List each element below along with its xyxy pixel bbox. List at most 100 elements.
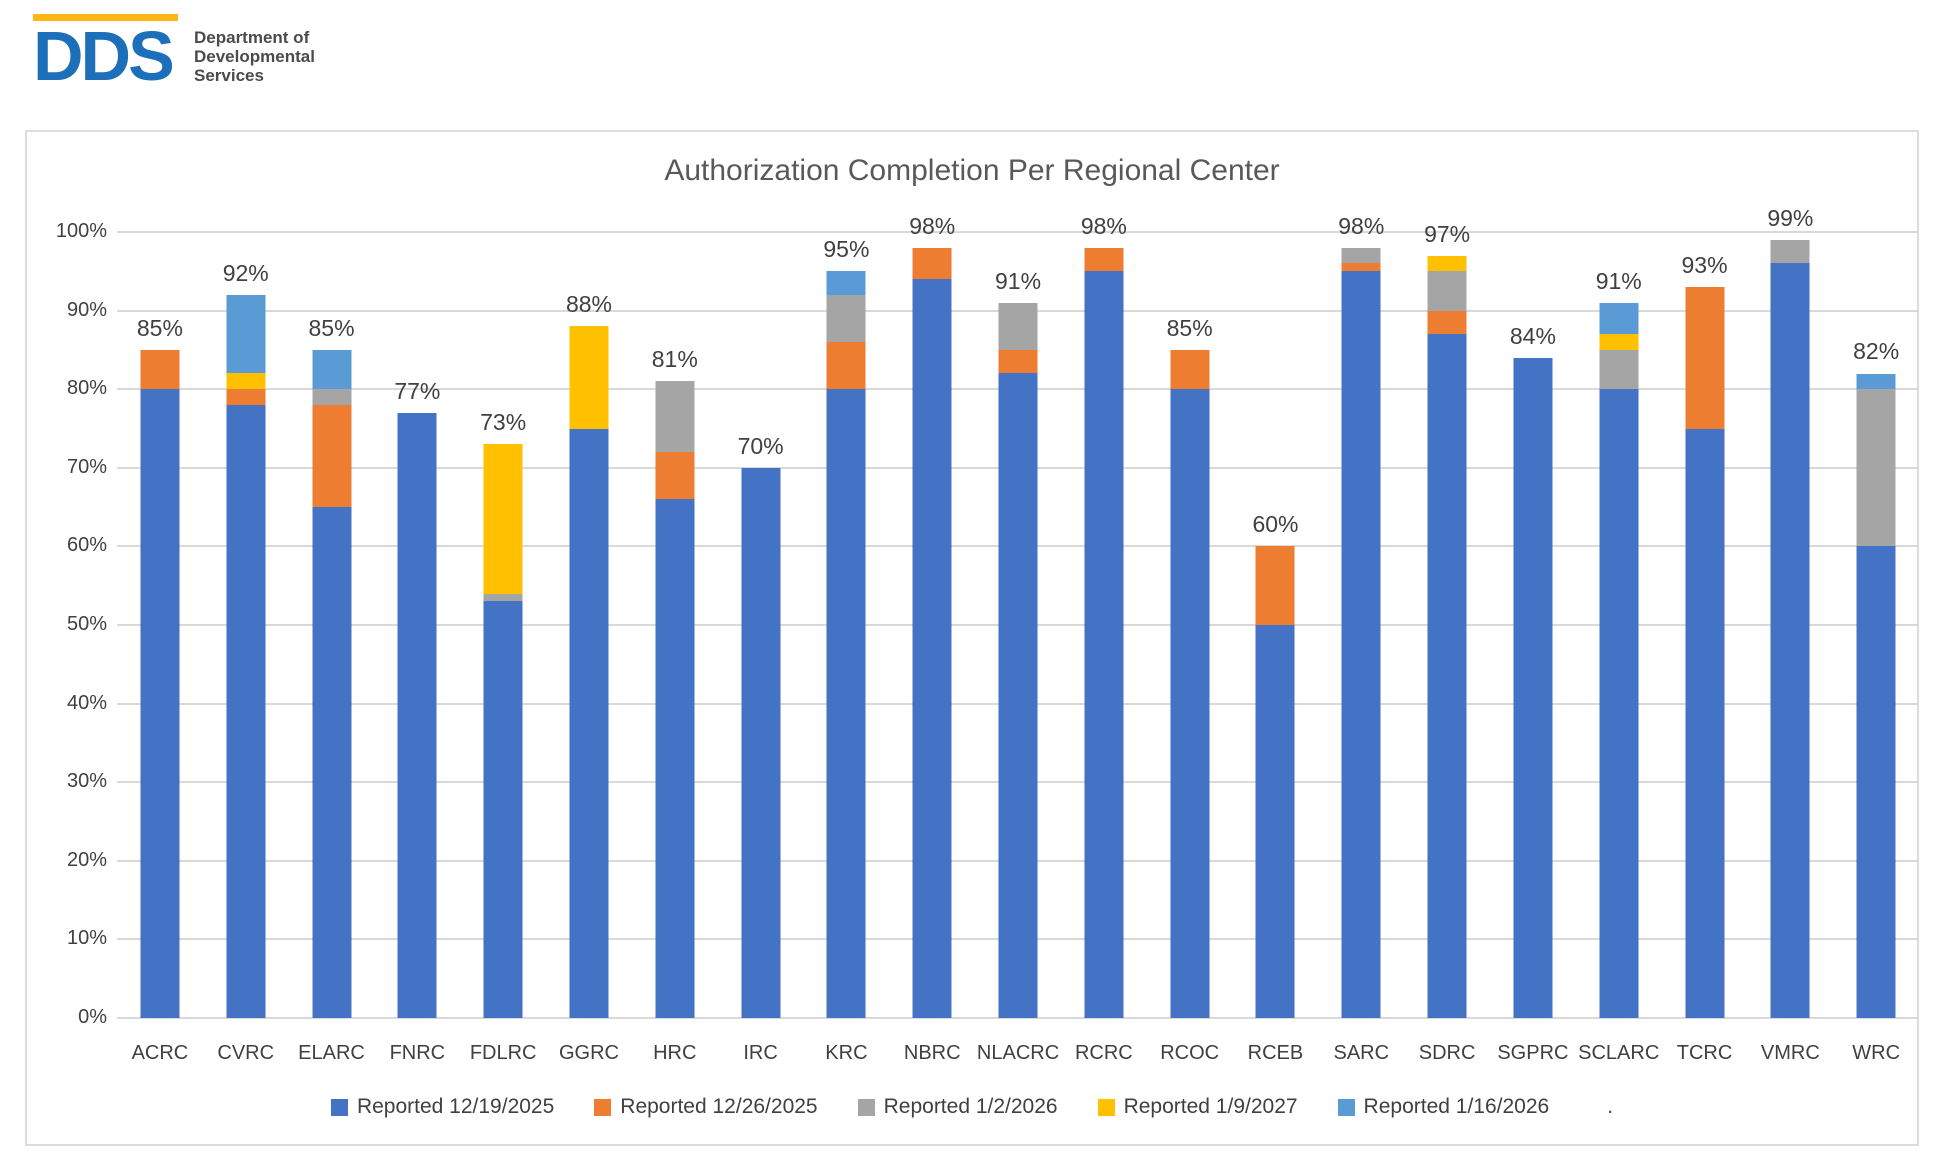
bar-total-label: 92% (222, 259, 269, 286)
x-axis-label: NLACRC (976, 1042, 1060, 1064)
x-axis-labels: ACRC CVRC ELARC FNRC FDLRC GGRC HRC IRC KRC NBRC N… (117, 1042, 1919, 1065)
bar-column-irc: 70% (718, 232, 804, 1018)
bars: 85% 92% 85% 77% 73% 88% 81% 70% 95% 98% 91% 98% 85% 6… (117, 205, 1919, 1018)
y-axis-tick-label: 0% (78, 1006, 107, 1028)
stacked-bar (1770, 239, 1810, 1018)
bar-total-label: 60% (1252, 511, 1299, 538)
bar-total-label: 98% (1080, 212, 1127, 239)
bar-segment (1599, 334, 1639, 350)
bar-segment (1770, 239, 1810, 264)
bar-segment (826, 271, 866, 295)
bar-segment (912, 247, 952, 280)
x-axis-label: FDLRC (469, 1042, 537, 1064)
y-axis: 100% 90% 80% 70% 60% 50% 40% 30% 20% 10% 0% (27, 220, 107, 1028)
bar-segment (1255, 546, 1295, 625)
bar-segment (226, 294, 266, 374)
logo-accent-bar (33, 14, 178, 21)
y-axis-tick-label: 10% (66, 927, 107, 950)
bar-segment (140, 349, 180, 390)
x-axis-label: SGPRC (1497, 1042, 1569, 1064)
legend-swatch (857, 1098, 875, 1116)
bar-segment (741, 467, 781, 1018)
legend-item: Reported 1/2/2026 (857, 1095, 1058, 1119)
dds-logo-mark: DDS (33, 14, 178, 95)
bar-segment (826, 342, 866, 390)
bar-segment (312, 349, 352, 390)
bar-segment (655, 499, 695, 1018)
bar-segment (826, 294, 866, 343)
stacked-bar (998, 302, 1038, 1018)
x-axis-label: RCOC (1160, 1042, 1220, 1064)
stacked-bar (1170, 349, 1210, 1018)
bar-total-label: 98% (909, 212, 956, 239)
bar-column-elarc: 85% (289, 232, 375, 1018)
bar-segment (312, 404, 352, 508)
stacked-bar (1856, 373, 1896, 1018)
bar-total-label: 88% (565, 291, 612, 318)
stacked-bar (1513, 357, 1553, 1018)
x-axis-label: WRC (1852, 1042, 1901, 1064)
bar-total-label: 81% (651, 346, 698, 373)
bar-segment (1599, 389, 1639, 1018)
legend-item: Reported 12/26/2025 (594, 1095, 818, 1119)
bar-column-sarc: 98% (1318, 213, 1404, 1018)
y-axis-tick-label: 80% (66, 377, 107, 400)
legend-item: Reported 1/9/2027 (1097, 1095, 1298, 1119)
bar-total-label: 84% (1509, 322, 1556, 349)
logo-acronym: DDS (33, 17, 175, 95)
legend-trailing-dot: . (1607, 1095, 1614, 1118)
stacked-bar (226, 294, 266, 1018)
bar-segment (569, 428, 609, 1018)
bar-segment (483, 593, 523, 602)
x-axis-label: SDRC (1418, 1042, 1476, 1064)
bar-segment (1513, 357, 1553, 1018)
y-axis-tick-label: 60% (66, 534, 107, 557)
bar-total-label: 99% (1767, 204, 1814, 231)
gridline (117, 1017, 1919, 1019)
bar-column-fnrc: 77% (374, 232, 460, 1018)
y-axis-tick-label: 90% (66, 298, 107, 321)
bar-column-vmrc: 99% (1747, 205, 1833, 1018)
legend: Reported 12/19/2025 Reported 12/26/2025 Re… (27, 1095, 1917, 1119)
bar-segment (1685, 287, 1725, 429)
stacked-bar (140, 349, 180, 1018)
bar-segment (1341, 263, 1381, 272)
y-axis-tick-label: 20% (66, 848, 107, 871)
bar-segment (483, 601, 523, 1018)
y-axis-tick-label: 50% (66, 613, 107, 635)
bar-segment (1427, 334, 1467, 1018)
bar-total-label: 97% (1424, 220, 1471, 247)
bar-column-ggrc: 88% (546, 232, 632, 1018)
bar-segment (140, 389, 180, 1018)
bar-column-acrc: 85% (117, 232, 203, 1018)
stacked-bar (569, 326, 609, 1018)
legend-label: Reported 1/9/2027 (1123, 1095, 1298, 1118)
bar-segment (1770, 263, 1810, 1018)
logo-department-text: Department of Developmental Services (194, 28, 315, 86)
bar-segment (1856, 389, 1896, 547)
x-axis-label: SCLARC (1578, 1042, 1660, 1064)
bar-column-sdrc: 97% (1404, 221, 1490, 1018)
gridline (117, 231, 1919, 233)
bar-segment (226, 389, 266, 405)
stacked-bar (1341, 247, 1381, 1018)
stacked-bar (1427, 255, 1467, 1018)
bar-total-label: 93% (1681, 252, 1728, 279)
bar-column-hrc: 81% (632, 232, 718, 1018)
stacked-bar (312, 349, 352, 1018)
legend-item: Reported 12/19/2025 (330, 1095, 554, 1119)
x-axis-label: ACRC (131, 1042, 189, 1064)
bar-segment (1170, 389, 1210, 1018)
stacked-bar (1084, 247, 1124, 1018)
bar-segment (1427, 255, 1467, 272)
y-axis-tick-label: 70% (66, 455, 107, 478)
stacked-bar (1685, 287, 1725, 1018)
x-axis-label: CVRC (217, 1042, 275, 1064)
x-axis-label: NBRC (903, 1042, 961, 1064)
bar-total-label: 70% (737, 432, 784, 459)
stacked-bar (741, 467, 781, 1018)
bar-column-sclarc: 91% (1576, 232, 1662, 1018)
bar-column-rceb: 60% (1233, 232, 1319, 1018)
logo-text-line-2: Developmental (194, 47, 315, 67)
bar-segment (397, 412, 437, 1018)
